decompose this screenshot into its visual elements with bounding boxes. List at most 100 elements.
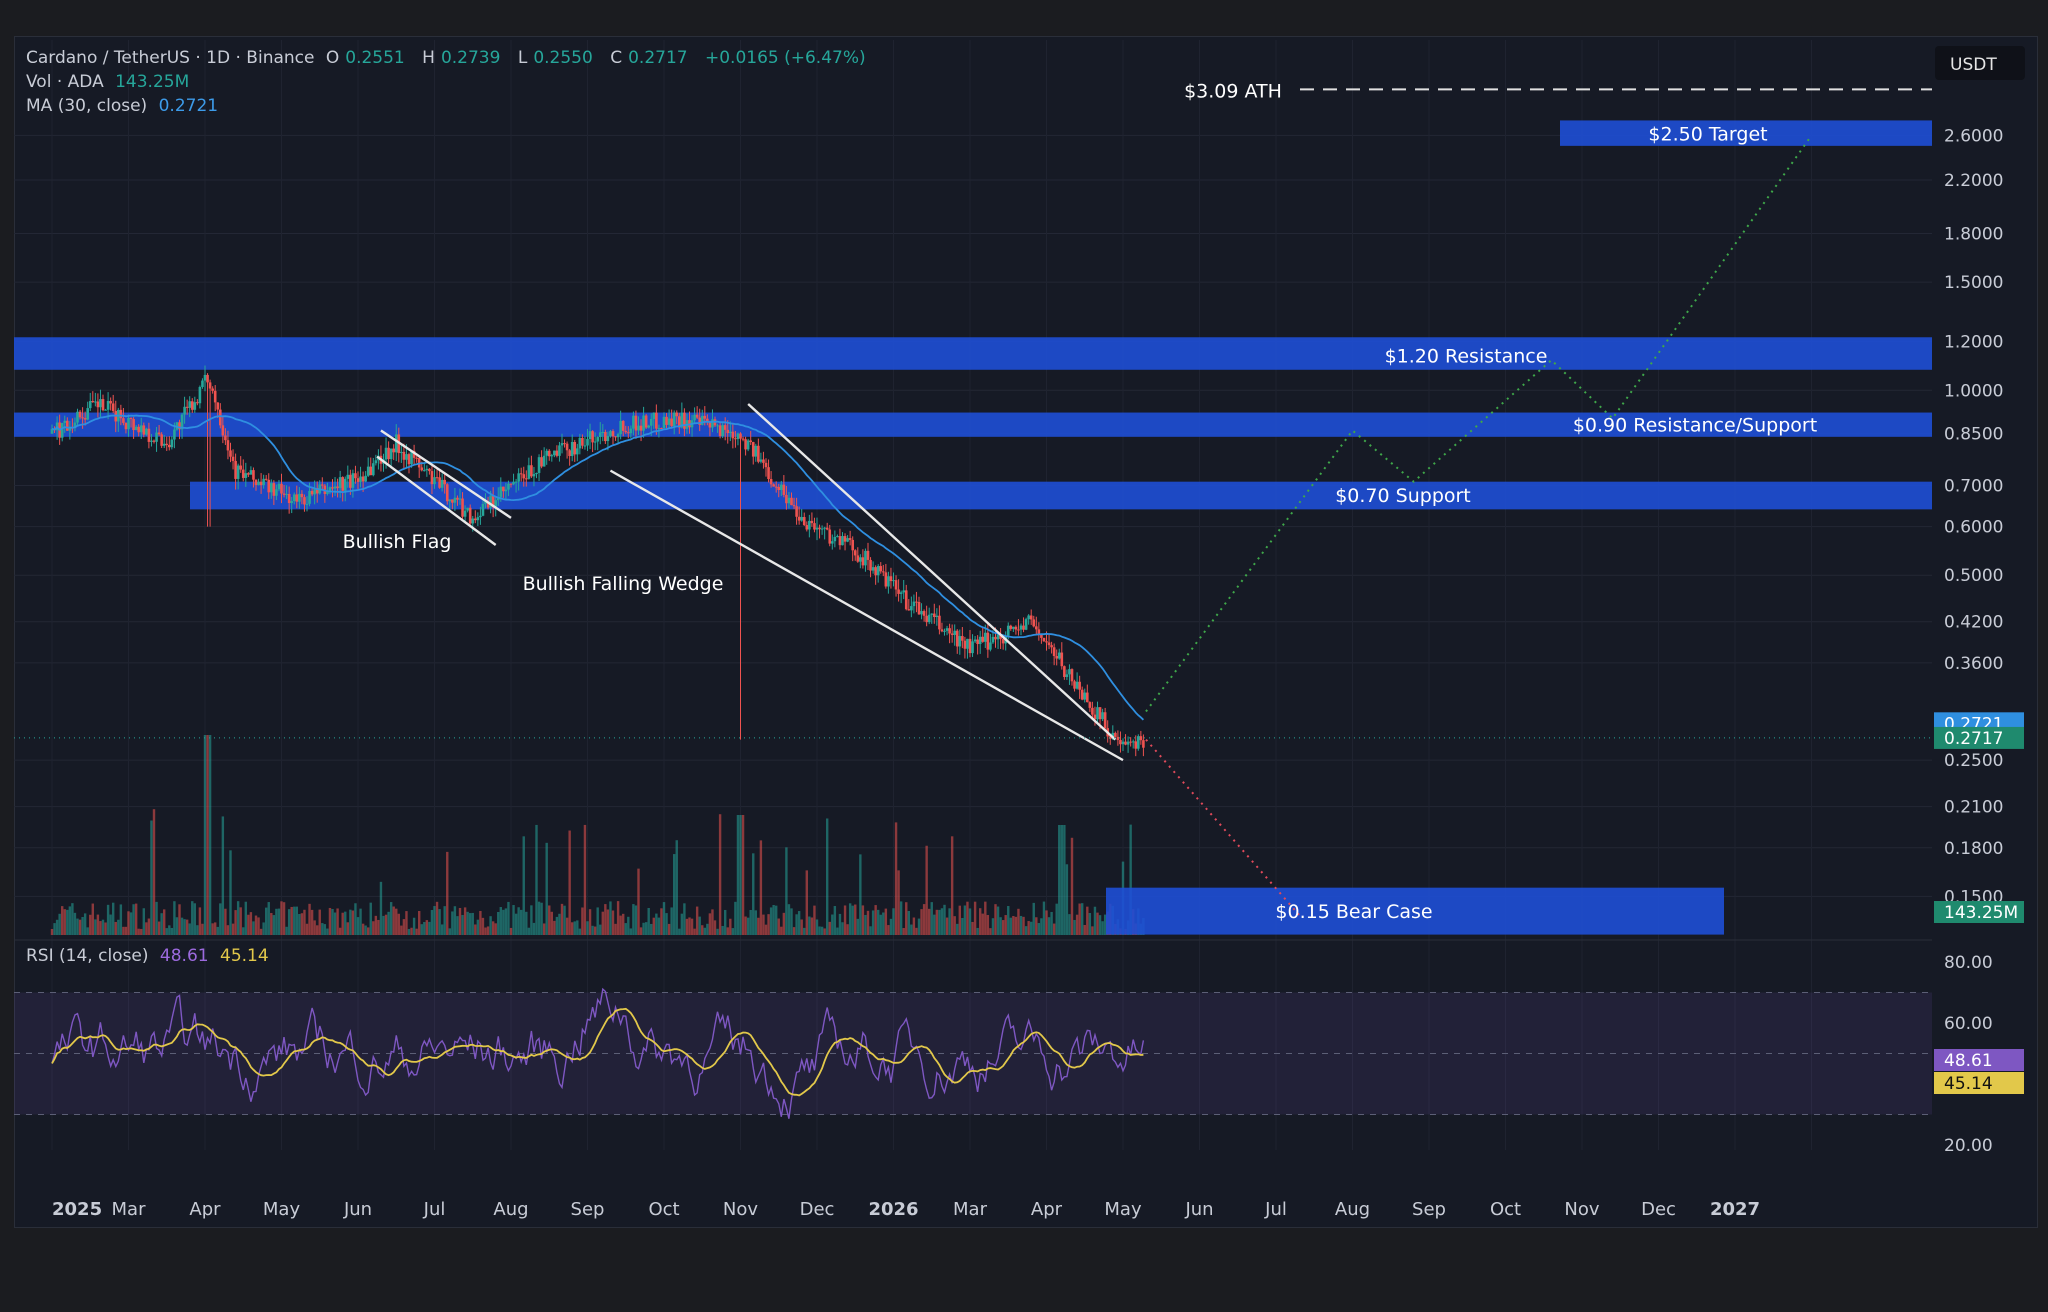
candle-body xyxy=(828,529,832,544)
rsi-ma-line xyxy=(51,1007,1144,1097)
candle-body xyxy=(802,517,806,526)
volume-bar xyxy=(571,922,574,935)
volume-bar xyxy=(1024,926,1028,935)
volume-bar xyxy=(157,921,161,935)
candle-body xyxy=(940,629,944,632)
candle-body xyxy=(792,505,796,507)
candle-body xyxy=(496,497,500,501)
symbol-name: Cardano / TetherUS · 1D · Binance xyxy=(26,48,315,68)
candle-body xyxy=(644,415,648,428)
volume-bar xyxy=(191,901,194,935)
candle-body xyxy=(1108,736,1112,739)
candle-body xyxy=(73,422,77,429)
volume-bar xyxy=(400,925,403,935)
candle-body xyxy=(899,592,903,594)
candle-body xyxy=(695,414,699,418)
candle-body xyxy=(290,500,293,504)
volume-bar xyxy=(1098,915,1102,935)
volume-bar xyxy=(310,909,314,935)
candle-body xyxy=(394,434,398,453)
candle-body xyxy=(808,520,811,530)
volume-bar xyxy=(535,824,538,935)
candle-body xyxy=(1093,714,1097,720)
candle-body xyxy=(101,399,105,411)
volume-bar xyxy=(999,917,1002,935)
volume-bar xyxy=(632,904,635,935)
volume-bar xyxy=(1068,914,1071,935)
volume-bar xyxy=(759,840,763,935)
candle-body xyxy=(168,444,171,448)
volume-bar xyxy=(221,816,225,935)
volume-bar xyxy=(660,908,663,935)
x-tick-label: Jul xyxy=(1264,1199,1287,1220)
low-value: 0.2550 xyxy=(533,48,593,68)
candle-body xyxy=(1006,625,1010,636)
volume-bar xyxy=(930,902,933,935)
volume-bar xyxy=(721,925,724,935)
candle-body xyxy=(629,428,633,434)
volume-bar xyxy=(203,735,207,935)
candle-body xyxy=(744,439,747,450)
volume-bar xyxy=(364,925,367,935)
volume-bar xyxy=(864,914,867,935)
candle-body xyxy=(1055,655,1058,659)
candle-body xyxy=(338,477,342,489)
volume-bar xyxy=(662,902,666,935)
candle-body xyxy=(920,611,923,615)
volume-bar xyxy=(933,914,936,935)
candle-body xyxy=(1052,647,1056,656)
volume-bar xyxy=(224,908,227,935)
volume-bar xyxy=(678,928,681,935)
volume-bar xyxy=(527,927,531,935)
candle-body xyxy=(749,440,752,443)
candle-body xyxy=(415,457,418,459)
candle-body xyxy=(1047,642,1051,646)
candle-body xyxy=(147,428,151,442)
candle-body xyxy=(606,435,610,442)
candle-body xyxy=(1080,689,1084,700)
candle-body xyxy=(280,483,283,494)
candle-body xyxy=(221,425,225,436)
volume-bar xyxy=(58,913,61,935)
candle-body xyxy=(530,465,533,477)
candle-body xyxy=(741,438,745,440)
volume-bar xyxy=(647,907,650,935)
volume-bar xyxy=(979,908,982,935)
candle-body xyxy=(642,415,645,431)
volume-bar xyxy=(866,910,870,935)
volume-bar xyxy=(708,913,712,935)
candle-body xyxy=(657,428,661,430)
volume-bar xyxy=(168,925,171,935)
candle-body xyxy=(736,433,740,439)
candle-body xyxy=(445,484,449,502)
volume-bar xyxy=(938,909,941,935)
candle-body xyxy=(971,641,974,654)
candle-body xyxy=(693,414,696,421)
candle-body xyxy=(1075,681,1079,689)
ma-label: MA (30, close) xyxy=(26,96,148,116)
volume-bar xyxy=(851,905,854,935)
candle-body xyxy=(994,636,997,640)
volume-bar xyxy=(331,908,334,935)
candle-body xyxy=(570,441,574,457)
volume-bar xyxy=(372,921,375,935)
volume-bar xyxy=(147,918,151,935)
candle-body xyxy=(384,447,388,460)
volume-bar xyxy=(1009,917,1012,935)
high-value: 0.2739 xyxy=(440,48,501,68)
volume-bar xyxy=(746,917,750,935)
candle-body xyxy=(1035,626,1038,630)
candle-body xyxy=(706,418,709,423)
candle-body xyxy=(553,450,556,456)
candle-body xyxy=(282,493,286,495)
candle-body xyxy=(861,557,865,566)
rsi-ma-tag-bg xyxy=(1934,1072,2024,1094)
volume-bar xyxy=(935,909,939,935)
candle-body xyxy=(655,412,658,429)
pattern-label-wedge: Bullish Falling Wedge xyxy=(523,573,724,595)
zone-label-support: $0.70 Support xyxy=(1335,485,1471,507)
volume-bar xyxy=(290,906,293,935)
volume-bar xyxy=(423,922,426,935)
candle-body xyxy=(611,431,615,437)
